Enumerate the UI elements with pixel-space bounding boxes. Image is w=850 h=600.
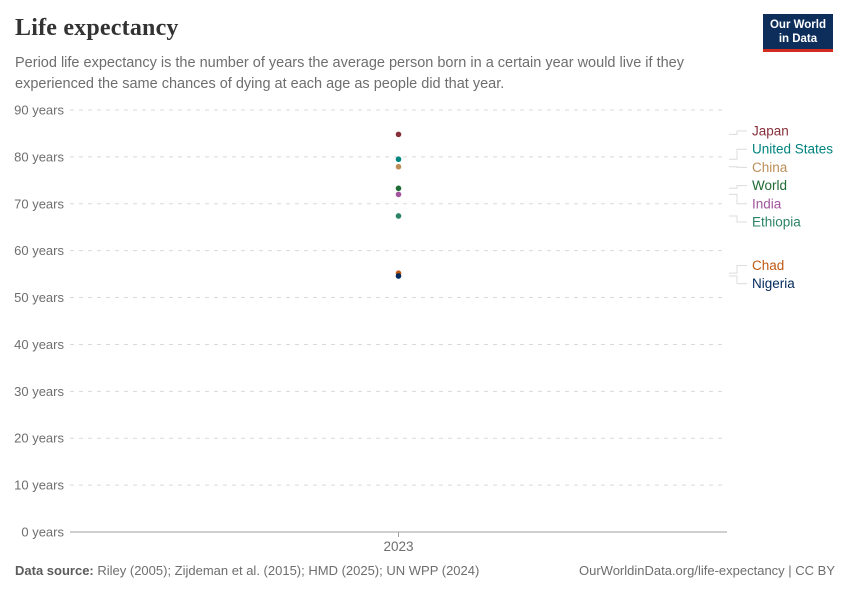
y-axis-tick-label: 40 years [14, 337, 64, 352]
owid-logo-line2: in Data [778, 33, 818, 45]
legend-connector-china [729, 166, 747, 168]
data-point-united-states[interactable] [395, 156, 402, 163]
legend-connector-chad [729, 264, 747, 274]
y-axis-tick-label: 50 years [14, 290, 64, 305]
legend-label-china[interactable]: China [752, 160, 788, 175]
legend-connector-ethiopia [729, 215, 747, 223]
credit-link[interactable]: OurWorldinData.org/life-expectancy | CC … [578, 563, 835, 578]
subtitle-line-2: experienced the same chances of dying at… [15, 76, 505, 92]
data-source-label: Data source: [15, 563, 94, 578]
chart-subtitle: Period life expectancy is the number of … [15, 53, 735, 95]
legend-connector-nigeria [729, 275, 747, 285]
chart-footer: Data source: Riley (2005); Zijdeman et a… [15, 563, 835, 578]
legend-label-india[interactable]: India [752, 196, 782, 211]
owid-logo[interactable]: Our World in Data [762, 14, 833, 52]
legend-connector-united-states [729, 148, 747, 160]
y-axis-tick-label: 30 years [14, 384, 64, 399]
data-source-note: Data source: Riley (2005); Zijdeman et a… [15, 563, 479, 578]
data-point-world[interactable] [395, 185, 402, 192]
legend-label-japan[interactable]: Japan [752, 124, 789, 139]
subtitle-line-1: Period life expectancy is the number of … [15, 55, 684, 71]
data-point-india[interactable] [395, 191, 402, 198]
legend-connector-japan [729, 130, 747, 135]
data-point-japan[interactable] [395, 131, 402, 138]
owid-logo-line1: Our World [769, 19, 826, 31]
x-axis-tick-label: 2023 [383, 539, 413, 554]
data-point-nigeria[interactable] [395, 273, 402, 279]
data-point-china[interactable] [395, 163, 402, 170]
legend-label-ethiopia[interactable]: Ethiopia [752, 215, 801, 230]
y-axis-tick-label: 20 years [14, 431, 64, 446]
page-title: Life expectancy [15, 15, 179, 41]
y-axis-tick-label: 90 years [14, 103, 64, 118]
legend-label-world[interactable]: World [752, 178, 787, 193]
legend-connector-world [729, 185, 747, 189]
legend-connector-india [729, 193, 747, 205]
data-source-text: Riley (2005); Zijdeman et al. (2015); HM… [93, 563, 480, 578]
legend-label-united-states[interactable]: United States [752, 142, 833, 157]
y-axis-tick-label: 0 years [21, 525, 64, 540]
y-axis-tick-label: 60 years [14, 243, 64, 258]
legend-label-chad[interactable]: Chad [752, 258, 784, 273]
y-axis-tick-label: 70 years [14, 196, 64, 211]
data-point-ethiopia[interactable] [395, 213, 402, 219]
y-axis-tick-label: 10 years [14, 478, 64, 493]
legend-label-nigeria[interactable]: Nigeria [752, 276, 795, 291]
y-axis-tick-label: 80 years [14, 149, 64, 164]
